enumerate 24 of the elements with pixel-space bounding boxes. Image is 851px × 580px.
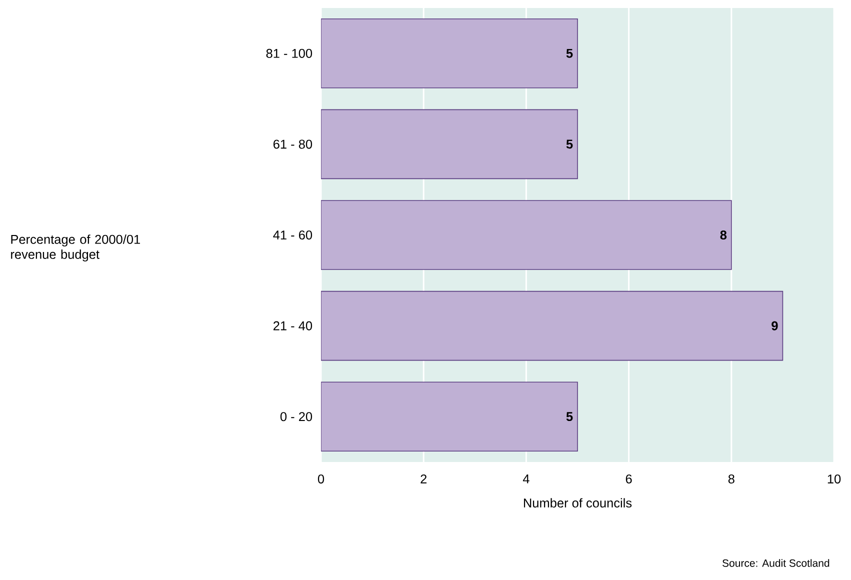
data-label: 8 [720,230,727,240]
source-note: Source: Audit Scotland [722,559,830,567]
bar [321,200,732,270]
bar [321,109,578,180]
data-label: 5 [566,140,573,149]
x-axis-title: Number of councils [524,498,632,508]
bar [321,382,578,452]
bar [321,18,578,88]
y-tick-label: 0 - 20 [280,412,312,422]
x-tick-label: 6 [626,474,632,484]
x-tick-label: 8 [728,474,734,484]
data-label: 5 [566,48,573,58]
data-label: 5 [566,412,573,422]
bar [321,290,784,361]
y-tick-label: 21 - 40 [274,321,312,330]
x-tick-label: 2 [420,474,427,484]
text: Percentage of 2000/01 revenue budget [11,234,140,262]
x-tick-label: 10 [828,474,841,484]
y-tick-label: 61 - 80 [274,140,312,149]
data-label: 9 [772,321,778,330]
y-tick-label: 81 - 100 [266,48,312,58]
x-tick-label: 0 [318,474,324,484]
x-tick-label: 4 [522,474,530,484]
y-tick-label: 41 - 60 [273,230,312,240]
